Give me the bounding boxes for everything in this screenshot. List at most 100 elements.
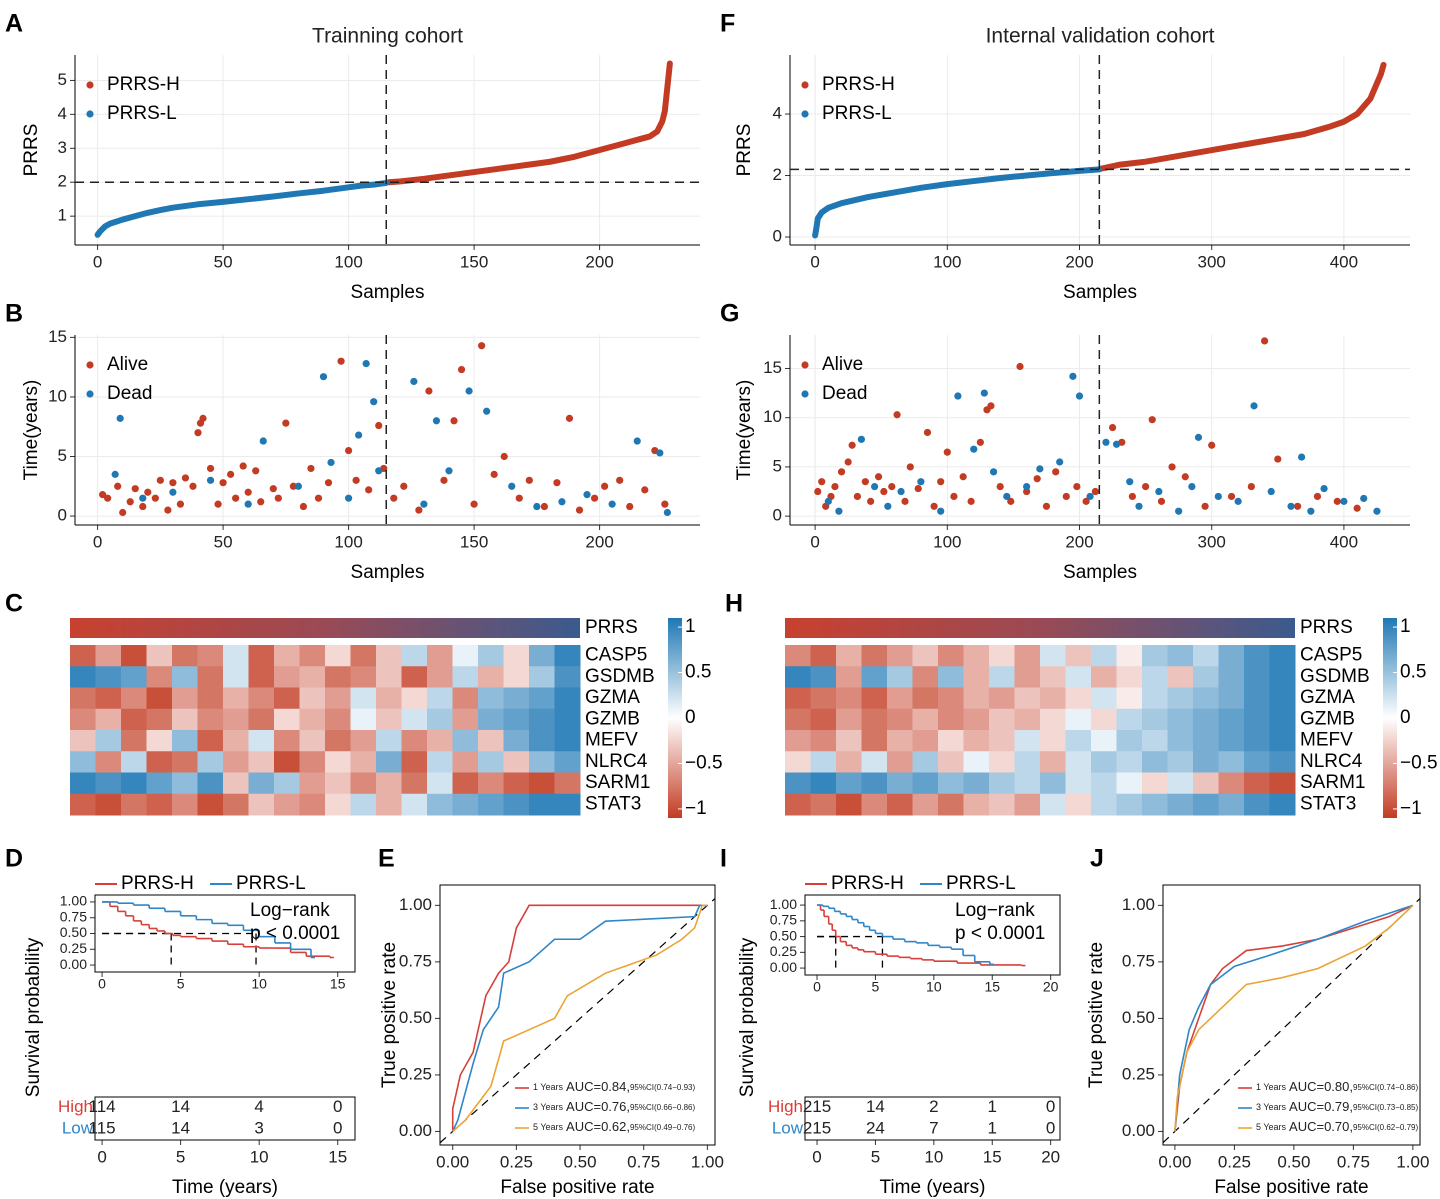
heat-cell bbox=[121, 666, 147, 688]
point bbox=[989, 468, 998, 476]
panel-title: Trainning cohort bbox=[312, 25, 463, 48]
heat-cell bbox=[478, 772, 504, 795]
point bbox=[1214, 492, 1222, 501]
point bbox=[445, 467, 453, 475]
heat-cell bbox=[1167, 708, 1194, 731]
point bbox=[937, 507, 945, 515]
heat-cell bbox=[299, 645, 326, 667]
risk-curve bbox=[94, 179, 390, 238]
point bbox=[1142, 483, 1150, 491]
point bbox=[415, 506, 423, 514]
heat-cell bbox=[529, 772, 555, 795]
heat-cell bbox=[836, 793, 862, 816]
heat-cell bbox=[1014, 708, 1041, 731]
y-tick-label: 1.00 bbox=[1122, 895, 1155, 914]
point bbox=[126, 498, 134, 506]
legend-years: 5 Years bbox=[1256, 1122, 1287, 1132]
heat-cell bbox=[197, 708, 224, 731]
heat-cell bbox=[963, 687, 990, 710]
heat-cell bbox=[1116, 687, 1143, 710]
heat-cell bbox=[452, 645, 479, 667]
heat-cell bbox=[1193, 772, 1219, 795]
legend-years: 3 Years bbox=[533, 1102, 564, 1112]
heat-cell bbox=[146, 793, 173, 816]
heat-cell bbox=[299, 793, 326, 816]
point bbox=[930, 502, 938, 510]
roc-curve bbox=[452, 904, 708, 1133]
legend-label: PRRS-H bbox=[107, 74, 180, 95]
x-tick-label: 0 bbox=[812, 1147, 821, 1166]
heat-cell bbox=[146, 645, 173, 667]
legend-label: Alive bbox=[822, 354, 863, 375]
heat-cell bbox=[887, 666, 913, 688]
heat-cell bbox=[1193, 645, 1219, 667]
x-tick-label: 0.25 bbox=[1218, 1152, 1251, 1171]
risk-row-label: High bbox=[768, 1097, 803, 1116]
risk-curve bbox=[1097, 61, 1387, 172]
legend-ci: 95%CI(0.74−0.93) bbox=[630, 1083, 695, 1092]
heat-cell bbox=[401, 793, 428, 816]
point bbox=[1033, 475, 1041, 483]
y-tick-label: 2 bbox=[773, 165, 782, 184]
heat-cell bbox=[1142, 645, 1168, 667]
point bbox=[370, 398, 378, 406]
heat-cell bbox=[1167, 687, 1194, 710]
heat-cell bbox=[810, 666, 837, 688]
heat-cell bbox=[299, 687, 326, 710]
legend-years: 1 Years bbox=[533, 1082, 564, 1092]
heat-cell bbox=[172, 772, 198, 795]
heat-cell bbox=[452, 687, 479, 710]
point bbox=[319, 373, 328, 381]
heat-cell bbox=[554, 708, 581, 731]
heat-cell bbox=[1218, 793, 1245, 816]
point bbox=[575, 506, 584, 514]
heat-cell bbox=[248, 730, 275, 752]
point bbox=[1016, 362, 1024, 371]
heat-cell bbox=[1142, 751, 1168, 773]
x-tick-label: 5 bbox=[177, 976, 185, 992]
heat-cell bbox=[1244, 708, 1270, 731]
point bbox=[1307, 507, 1315, 515]
heat-cell bbox=[1167, 772, 1194, 795]
heat-cell bbox=[1116, 708, 1143, 731]
heat-cell bbox=[861, 687, 888, 710]
point bbox=[1091, 487, 1099, 496]
heat-cell bbox=[95, 772, 122, 795]
risk-row-label: High bbox=[58, 1097, 93, 1116]
heat-cell bbox=[172, 751, 198, 773]
heat-cell bbox=[1244, 687, 1270, 710]
heat-cell bbox=[427, 687, 453, 710]
heat-cell bbox=[223, 666, 249, 688]
heat-cell bbox=[146, 708, 173, 731]
point bbox=[244, 488, 252, 496]
legend-ci: 95%CI(0.49−0.76) bbox=[630, 1123, 695, 1132]
point bbox=[144, 488, 152, 496]
heat-cell bbox=[248, 751, 275, 773]
heat-cell bbox=[350, 730, 377, 752]
prrs-annotation-bar bbox=[785, 618, 1295, 638]
x-tick-label: 0.00 bbox=[1158, 1152, 1191, 1171]
point bbox=[1056, 458, 1064, 466]
row-label: NLRC4 bbox=[585, 751, 648, 772]
heat-cell bbox=[912, 772, 939, 795]
point bbox=[1360, 494, 1368, 503]
heat-cell bbox=[861, 730, 888, 752]
point bbox=[375, 421, 383, 430]
heat-cell bbox=[70, 666, 96, 688]
heat-cell bbox=[912, 666, 939, 688]
heat-cell bbox=[1091, 751, 1117, 773]
heat-cell bbox=[503, 645, 530, 667]
y-tick-label: 0.00 bbox=[399, 1121, 432, 1140]
heat-cell bbox=[452, 772, 479, 795]
point bbox=[626, 502, 634, 511]
y-axis-label: Time(years) bbox=[21, 380, 42, 481]
heat-cell bbox=[478, 708, 504, 731]
heat-cell bbox=[452, 708, 479, 731]
heat-cell bbox=[554, 772, 581, 795]
heat-cell bbox=[887, 708, 913, 731]
heat-cell bbox=[1091, 666, 1117, 688]
point bbox=[324, 479, 333, 487]
heat-cell bbox=[146, 772, 173, 795]
point bbox=[1297, 453, 1306, 461]
point bbox=[465, 387, 473, 395]
